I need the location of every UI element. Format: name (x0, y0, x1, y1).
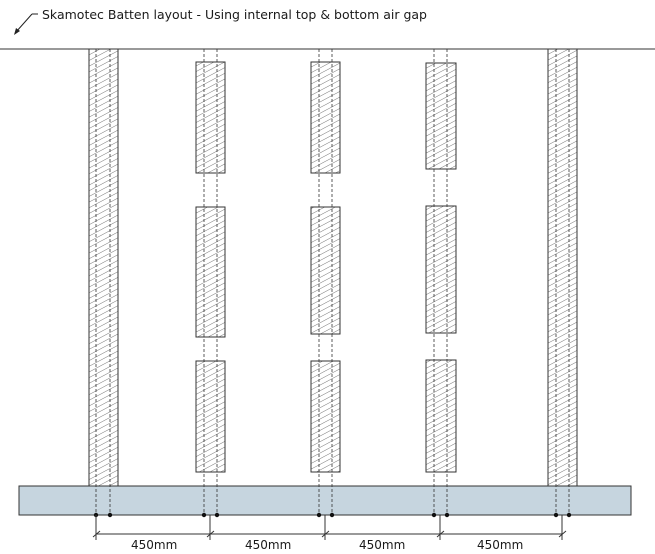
batten-segment (425, 62, 457, 170)
dimension-label-1: 450mm (131, 538, 177, 552)
batten-segment (310, 206, 341, 335)
batten-segment (195, 360, 226, 473)
dimension-label-3: 450mm (359, 538, 405, 552)
diagram-title: Skamotec Batten layout - Using internal … (42, 7, 427, 22)
batten-segment (195, 206, 226, 338)
end-batten-left (88, 48, 119, 487)
batten-column-1 (195, 61, 226, 473)
base-rail (18, 485, 632, 516)
dashed-centerlines (95, 49, 570, 515)
title-leader (14, 13, 38, 35)
dimension-label-4: 450mm (477, 538, 523, 552)
dimension-label-2: 450mm (245, 538, 291, 552)
batten-segment (425, 205, 457, 334)
batten-segment (195, 61, 226, 174)
end-batten-right (547, 48, 578, 487)
batten-segment (310, 61, 341, 174)
dimension-line (92, 512, 572, 540)
batten-segment (425, 359, 457, 473)
batten-segment (310, 360, 341, 473)
batten-column-2 (310, 61, 341, 473)
batten-column-3 (425, 62, 457, 473)
